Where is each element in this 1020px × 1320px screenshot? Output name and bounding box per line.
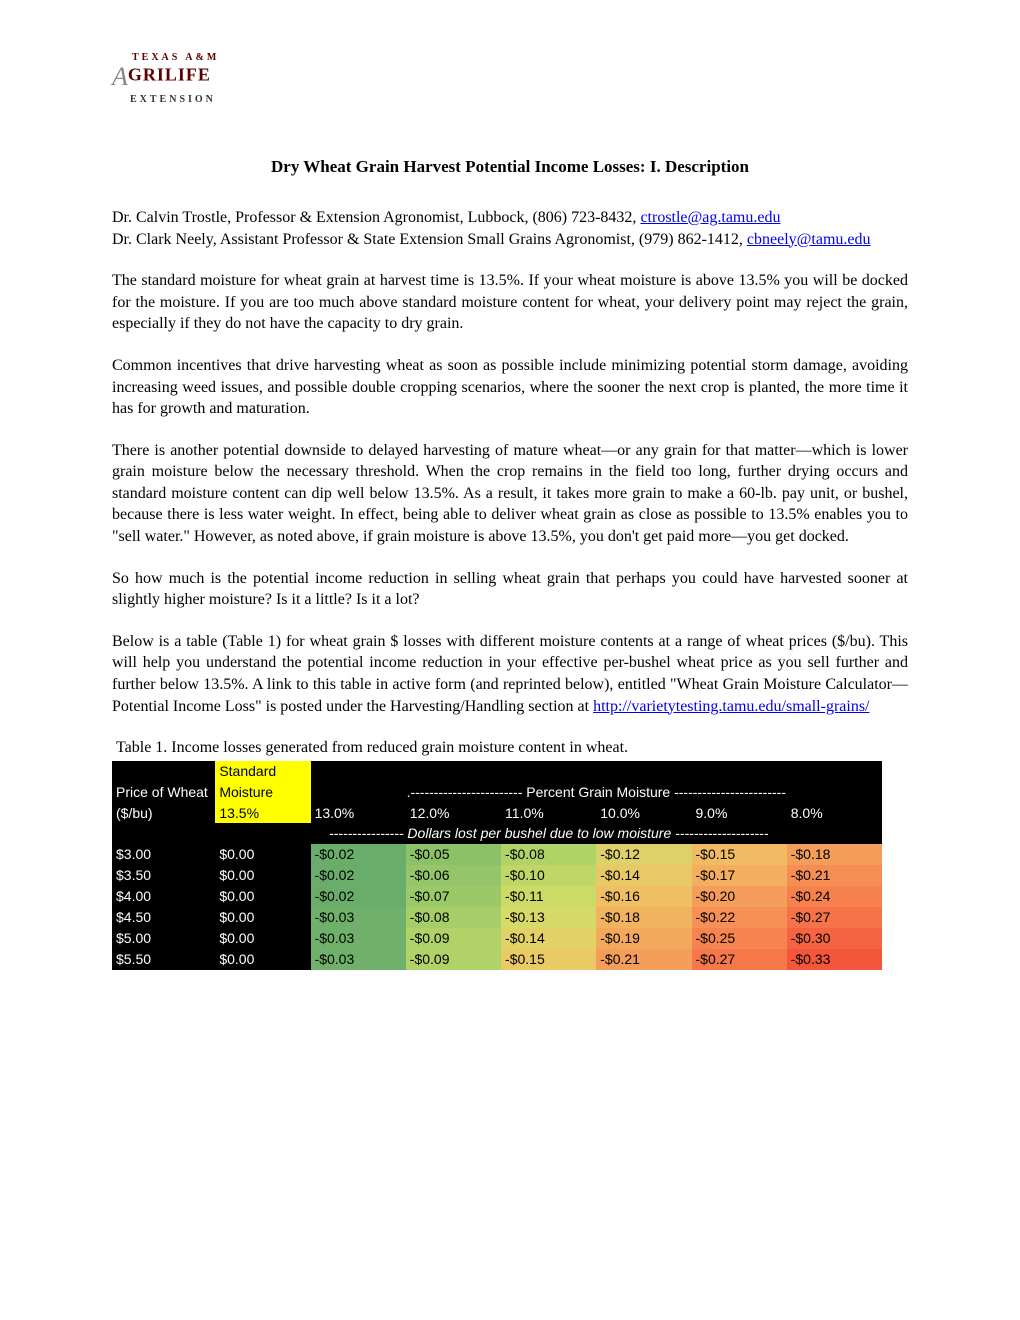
row-base: $0.00 <box>215 865 310 886</box>
row-value: -$0.15 <box>692 844 787 865</box>
row-value: -$0.02 <box>311 844 406 865</box>
author-1: Dr. Calvin Trostle, Professor & Extensio… <box>112 207 908 229</box>
authors-block: Dr. Calvin Trostle, Professor & Extensio… <box>112 207 908 250</box>
row-value: -$0.19 <box>596 928 691 949</box>
hdr-blank-2 <box>406 761 501 782</box>
row-price: $3.00 <box>112 844 215 865</box>
row-value: -$0.12 <box>596 844 691 865</box>
paragraph-3: There is another potential downside to d… <box>112 440 908 548</box>
paragraph-1: The standard moisture for wheat grain at… <box>112 270 908 335</box>
table-row: $3.50$0.00-$0.02-$0.06-$0.10-$0.14-$0.17… <box>112 865 882 886</box>
row-price: $5.00 <box>112 928 215 949</box>
author-2: Dr. Clark Neely, Assistant Professor & S… <box>112 229 908 251</box>
paragraph-2: Common incentives that drive harvesting … <box>112 355 908 420</box>
row-value: -$0.17 <box>692 865 787 886</box>
row-value: -$0.08 <box>406 907 501 928</box>
hdr-blank-price <box>112 823 215 844</box>
hdr-blank-5 <box>692 761 787 782</box>
row-value: -$0.03 <box>311 907 406 928</box>
row-value: -$0.08 <box>501 844 596 865</box>
row-value: -$0.03 <box>311 949 406 970</box>
row-value: -$0.07 <box>406 886 501 907</box>
agrilife-logo: TEXAS A&M AGRILIFE EXTENSION <box>112 48 908 106</box>
logo-line2: GRILIFE <box>128 65 211 85</box>
row-base: $0.00 <box>215 907 310 928</box>
row-value: -$0.05 <box>406 844 501 865</box>
row-base: $0.00 <box>215 928 310 949</box>
author-1-text: Dr. Calvin Trostle, Professor & Extensio… <box>112 209 640 226</box>
row-value: -$0.09 <box>406 928 501 949</box>
hdr-standard-value: 13.5% <box>215 803 310 824</box>
hdr-col-10: 10.0% <box>596 803 691 824</box>
row-value: -$0.30 <box>787 928 882 949</box>
row-value: -$0.14 <box>501 928 596 949</box>
table-row: $5.50$0.00-$0.03-$0.09-$0.15-$0.21-$0.27… <box>112 949 882 970</box>
table-row: $4.00$0.00-$0.02-$0.07-$0.11-$0.16-$0.20… <box>112 886 882 907</box>
hdr-price-unit: ($/bu) <box>112 803 215 824</box>
row-value: -$0.22 <box>692 907 787 928</box>
table-row: $4.50$0.00-$0.03-$0.08-$0.13-$0.18-$0.22… <box>112 907 882 928</box>
hdr-col-8: 8.0% <box>787 803 882 824</box>
row-value: -$0.27 <box>692 949 787 970</box>
row-value: -$0.11 <box>501 886 596 907</box>
hdr-percent-moisture: .------------------------ Percent Grain … <box>311 782 882 803</box>
row-value: -$0.15 <box>501 949 596 970</box>
row-price: $5.50 <box>112 949 215 970</box>
row-value: -$0.02 <box>311 865 406 886</box>
row-value: -$0.25 <box>692 928 787 949</box>
row-value: -$0.16 <box>596 886 691 907</box>
row-value: -$0.14 <box>596 865 691 886</box>
page-title: Dry Wheat Grain Harvest Potential Income… <box>112 156 908 179</box>
hdr-col-9: 9.0% <box>692 803 787 824</box>
author-2-email[interactable]: cbneely@tamu.edu <box>747 231 871 248</box>
row-value: -$0.27 <box>787 907 882 928</box>
author-1-email[interactable]: ctrostle@ag.tamu.edu <box>640 209 780 226</box>
hdr-blank-4 <box>596 761 691 782</box>
hdr-standard-bottom: Moisture <box>215 782 310 803</box>
hdr-standard-top: Standard <box>215 761 310 782</box>
table-row: $5.00$0.00-$0.03-$0.09-$0.14-$0.19-$0.25… <box>112 928 882 949</box>
row-value: -$0.20 <box>692 886 787 907</box>
row-price: $3.50 <box>112 865 215 886</box>
row-base: $0.00 <box>215 949 310 970</box>
row-value: -$0.13 <box>501 907 596 928</box>
row-value: -$0.10 <box>501 865 596 886</box>
row-base: $0.00 <box>215 844 310 865</box>
hdr-col-12: 12.0% <box>406 803 501 824</box>
row-value: -$0.21 <box>787 865 882 886</box>
row-value: -$0.18 <box>787 844 882 865</box>
author-2-text: Dr. Clark Neely, Assistant Professor & S… <box>112 231 747 248</box>
logo-line1: TEXAS A&M <box>132 52 219 63</box>
hdr-price: Price of Wheat <box>112 761 215 803</box>
hdr-col-13: 13.0% <box>311 803 406 824</box>
row-value: -$0.24 <box>787 886 882 907</box>
logo-line3: EXTENSION <box>130 94 216 105</box>
row-value: -$0.33 <box>787 949 882 970</box>
logo-a: A <box>112 62 128 91</box>
hdr-blank-6 <box>787 761 882 782</box>
hdr-dollars-lost: ---------------- Dollars lost per bushel… <box>215 823 882 844</box>
row-base: $0.00 <box>215 886 310 907</box>
table-caption: Table 1. Income losses generated from re… <box>116 737 908 759</box>
hdr-blank-1 <box>311 761 406 782</box>
hdr-blank-3 <box>501 761 596 782</box>
row-value: -$0.18 <box>596 907 691 928</box>
row-value: -$0.03 <box>311 928 406 949</box>
row-value: -$0.09 <box>406 949 501 970</box>
hdr-col-11: 11.0% <box>501 803 596 824</box>
row-price: $4.00 <box>112 886 215 907</box>
table-row: $3.00$0.00-$0.02-$0.05-$0.08-$0.12-$0.15… <box>112 844 882 865</box>
variety-testing-link[interactable]: http://varietytesting.tamu.edu/small-gra… <box>593 698 869 715</box>
paragraph-4: So how much is the potential income redu… <box>112 568 908 611</box>
income-loss-table: Price of Wheat Standard Moisture .------… <box>112 761 882 970</box>
paragraph-5: Below is a table (Table 1) for wheat gra… <box>112 631 908 717</box>
row-price: $4.50 <box>112 907 215 928</box>
row-value: -$0.06 <box>406 865 501 886</box>
row-value: -$0.02 <box>311 886 406 907</box>
row-value: -$0.21 <box>596 949 691 970</box>
